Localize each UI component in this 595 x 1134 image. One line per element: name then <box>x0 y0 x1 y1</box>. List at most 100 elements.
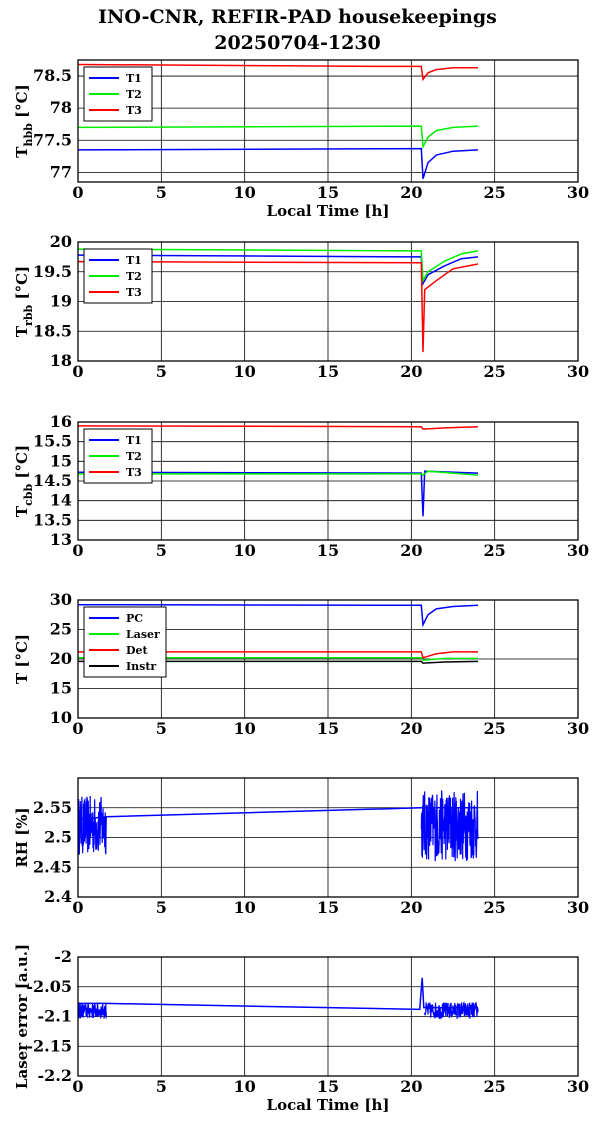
x-tick-label: 0 <box>72 183 83 202</box>
legend-label-t2: T2 <box>126 450 142 463</box>
x-tick-label: 15 <box>317 362 339 381</box>
x-tick-label: 30 <box>567 1077 589 1096</box>
x-tick-label: 15 <box>317 719 339 738</box>
y-axis-label: RH [%] <box>13 807 31 867</box>
y-tick-label: -2.05 <box>26 977 72 996</box>
x-tick-label: 0 <box>72 362 83 381</box>
y-tick-label: 19.5 <box>33 262 72 281</box>
series-line-data <box>78 807 478 821</box>
panel-6: 0 5 10 15 20 25 30 -2.2 -2.15 -2.1 -2.05 -2 Laser er… <box>13 944 589 1114</box>
x-tick-label: 5 <box>156 362 167 381</box>
x-tick-label: 0 <box>72 719 83 738</box>
plot-area <box>78 425 479 517</box>
legend-label-t1: T1 <box>126 72 142 85</box>
x-tick-label: 25 <box>484 1077 506 1096</box>
x-tick-label: 0 <box>72 541 83 560</box>
x-tick-label: 20 <box>400 1077 422 1096</box>
x-tick-label: 15 <box>317 541 339 560</box>
series-line-t3 <box>78 425 479 430</box>
y-tick-label: 13.5 <box>33 510 72 529</box>
series-noise-segment <box>420 790 479 862</box>
legend: T1 T2 T3 <box>83 428 153 484</box>
x-tick-label: 0 <box>72 898 83 917</box>
plot-frame <box>77 599 579 719</box>
x-tick-label: 20 <box>400 362 422 381</box>
series-line-data <box>78 977 478 1011</box>
series-line-t1 <box>78 147 479 180</box>
y-tick-label: 18 <box>50 351 72 370</box>
plot-area <box>78 603 479 664</box>
y-tick-label: 15 <box>50 679 72 698</box>
panel-4: 0 5 10 15 20 25 30 10 15 20 25 30 T [°C] PC Laser Det In… <box>13 590 589 738</box>
y-axis-label: Laser error [a.u.] <box>13 944 31 1089</box>
x-tick-label: 30 <box>567 183 589 202</box>
plot-area <box>78 977 479 1020</box>
x-tick-label: 20 <box>400 719 422 738</box>
y-tick-label: 20 <box>50 649 72 668</box>
legend: T1 T2 T3 <box>83 66 153 122</box>
y-axis-label: T [°C] <box>13 634 31 684</box>
series-line-t3 <box>78 260 479 353</box>
y-tick-label: 77 <box>50 162 72 181</box>
series-line-t2 <box>78 125 479 150</box>
y-tick-label: 15.5 <box>33 432 72 451</box>
y-axis-label: Tcbb [°C] <box>13 445 35 517</box>
plot-area <box>78 63 479 180</box>
chart-subtitle: 20250704-1230 <box>214 32 381 54</box>
y-tick-label: 14 <box>50 491 72 510</box>
x-tick-label: 25 <box>484 719 506 738</box>
x-tick-label: 5 <box>156 541 167 560</box>
x-tick-label: 10 <box>234 183 256 202</box>
legend: PC Laser Det Instr <box>83 606 167 678</box>
x-tick-label: 10 <box>234 362 256 381</box>
x-tick-label: 15 <box>317 1077 339 1096</box>
legend-label-t1: T1 <box>126 254 142 267</box>
plot-frame <box>77 956 579 1077</box>
x-tick-label: 5 <box>156 1077 167 1096</box>
x-axis-label: Local Time [h] <box>267 1096 390 1114</box>
x-tick-label: 25 <box>484 362 506 381</box>
series-line-pc <box>78 603 479 628</box>
legend-label-instr: Instr <box>126 660 156 673</box>
y-tick-label: 16 <box>50 412 72 431</box>
y-tick-label: -2.2 <box>38 1066 72 1085</box>
y-tick-label: 15 <box>50 451 72 470</box>
y-tick-label: 2.4 <box>44 887 72 906</box>
plot-frame <box>77 421 579 541</box>
series-line-t2 <box>78 248 479 284</box>
x-tick-label: 30 <box>567 719 589 738</box>
y-tick-label: 19 <box>50 292 72 311</box>
legend-label-laser: Laser <box>126 628 160 641</box>
y-tick-label: -2 <box>54 947 72 966</box>
x-tick-label: 30 <box>567 541 589 560</box>
y-tick-label: 2.55 <box>33 798 72 817</box>
plot-frame <box>77 59 579 183</box>
series-line-det <box>78 651 478 659</box>
x-tick-label: 15 <box>317 183 339 202</box>
x-tick-label: 10 <box>234 541 256 560</box>
x-tick-label: 30 <box>567 362 589 381</box>
legend-label-pc: PC <box>126 612 143 625</box>
x-tick-label: 25 <box>484 541 506 560</box>
y-tick-label: 20 <box>50 232 72 251</box>
y-tick-label: -2.1 <box>38 1007 72 1026</box>
legend-label-t2: T2 <box>126 270 142 283</box>
series-noise-segment <box>78 795 107 855</box>
x-tick-label: 10 <box>234 1077 256 1096</box>
legend-label-det: Det <box>126 644 149 657</box>
x-tick-label: 0 <box>72 1077 83 1096</box>
x-tick-label: 10 <box>234 719 256 738</box>
x-tick-label: 5 <box>156 898 167 917</box>
y-tick-label: 25 <box>50 620 72 639</box>
plot-area <box>78 790 479 862</box>
y-tick-label: 30 <box>50 590 72 609</box>
y-tick-label: 10 <box>50 708 72 727</box>
y-tick-label: 2.5 <box>44 828 72 847</box>
chart-title: INO-CNR, REFIR-PAD housekeepings <box>98 6 497 28</box>
x-tick-label: 5 <box>156 183 167 202</box>
